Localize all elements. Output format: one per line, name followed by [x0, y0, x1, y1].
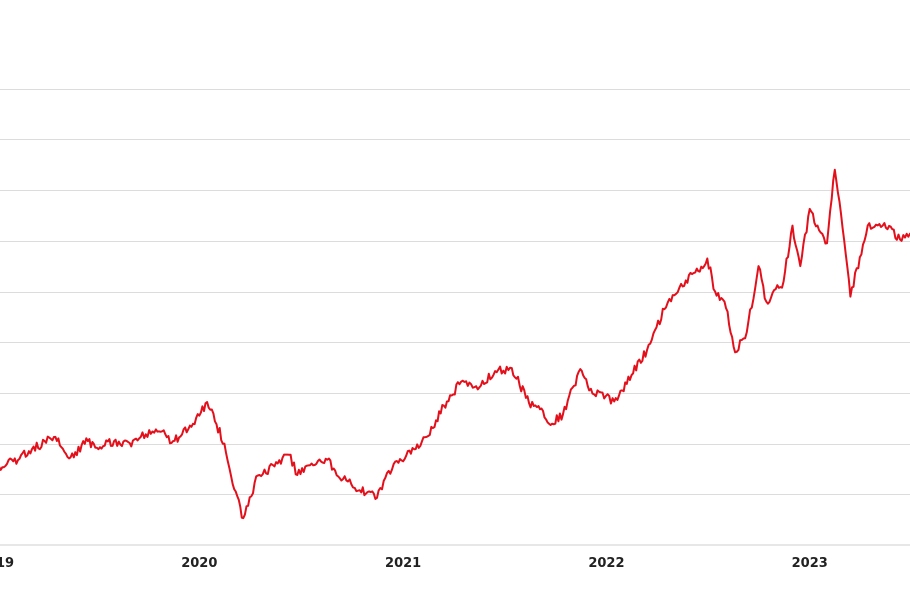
gridlines [0, 89, 910, 495]
x-tick-label: 2023 [792, 556, 828, 571]
x-tick-label: 2020 [181, 556, 217, 571]
x-tick-label: 2021 [385, 556, 421, 571]
price-series-line [0, 168, 910, 520]
x-tick-label: 2019 [0, 556, 14, 571]
x-axis-ticks: 2019 2020 2021 2022 2023 [0, 556, 828, 571]
x-tick-label: 2022 [588, 556, 624, 571]
